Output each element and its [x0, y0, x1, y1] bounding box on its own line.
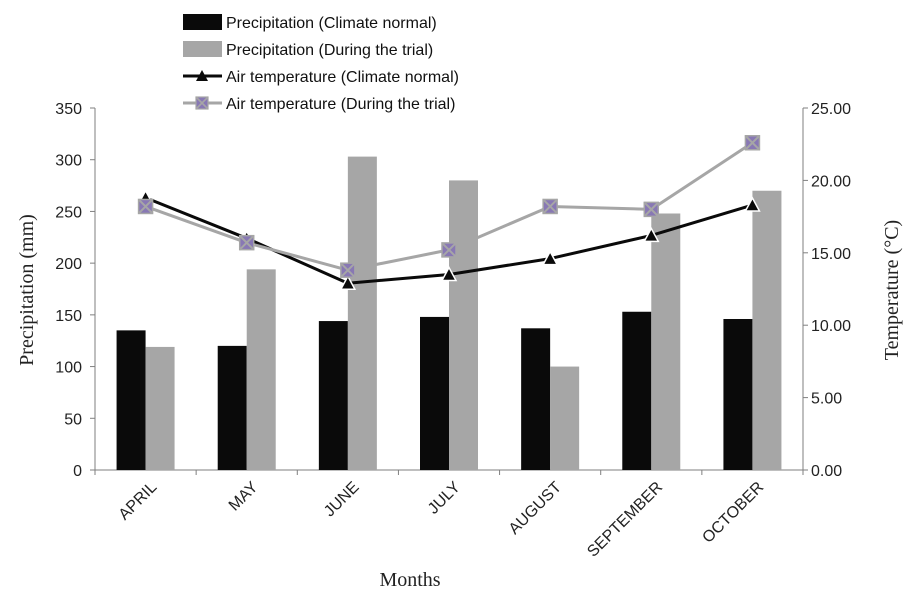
marker-cross: [643, 201, 659, 218]
legend: Precipitation (Climate normal) Precipitat…: [183, 14, 459, 113]
bar: [420, 316, 449, 470]
legend-item: Precipitation (Climate normal): [183, 14, 437, 32]
x-square-marker: [441, 242, 457, 258]
right-tick-label: 20.00: [811, 173, 851, 190]
right-tick-label: 0.00: [811, 463, 842, 480]
bar: [246, 269, 276, 470]
bar: [145, 346, 175, 470]
triangle-marker: [744, 196, 761, 212]
legend-item: Air temperature (Climate normal): [183, 69, 459, 86]
left-tick-label: 350: [55, 101, 82, 118]
right-tick-label: 15.00: [811, 246, 851, 263]
left-tick-label: 250: [55, 204, 82, 221]
x-axis-title: Months: [379, 569, 440, 591]
x-tick-label: SEPTEMBER: [584, 479, 666, 561]
legend-swatch: [183, 14, 222, 30]
x-axis-ticks: APRIL MAY JUNE JULY AUGUST SEPTEMBER OCTOBER: [94, 470, 804, 561]
bar: [521, 328, 551, 470]
x-square-marker: [542, 198, 558, 215]
left-tick-label: 200: [55, 256, 82, 273]
triangle-marker: [339, 274, 357, 290]
left-axis-ticks: 0 50 100 150 200 250 300 350: [55, 101, 95, 480]
bar-series: [116, 156, 782, 471]
y2-axis-title: Temperature (°C): [881, 220, 903, 360]
marker-cross: [239, 234, 255, 251]
y-axis-title: Precipitation (mm): [16, 214, 38, 366]
bar: [318, 321, 348, 470]
x-tick-label: AUGUST: [506, 479, 565, 538]
legend-label: Precipitation (Climate normal): [226, 15, 437, 32]
triangle-marker: [643, 226, 660, 243]
bar: [622, 311, 652, 470]
marker-cross: [744, 135, 761, 151]
left-tick-label: 100: [55, 360, 82, 377]
x-square-marker: [238, 234, 255, 251]
triangle-marker: [541, 250, 559, 266]
right-axis-ticks: 0.00 5.00 10.00 15.00 20.00 25.00: [803, 101, 851, 480]
triangle-marker: [440, 265, 458, 282]
legend-label: Air temperature (Climate normal): [226, 69, 459, 86]
bar: [449, 180, 478, 470]
x-square-marker: [340, 262, 356, 278]
bar: [347, 156, 377, 470]
left-tick-label: 0: [73, 463, 82, 480]
left-tick-label: 300: [55, 153, 82, 170]
right-tick-label: 5.00: [811, 391, 842, 408]
x-tick-label: MAY: [226, 479, 262, 515]
x-square-marker: [643, 201, 660, 218]
legend-label: Air temperature (During the trial): [226, 96, 455, 113]
legend-label: Precipitation (During the trial): [226, 42, 433, 59]
bar: [116, 330, 146, 470]
legend-swatch: [183, 41, 222, 57]
marker-cross: [137, 198, 154, 215]
bar: [723, 318, 753, 470]
legend-marker-cross: [195, 96, 209, 110]
x-tick-label: OCTOBER: [699, 479, 767, 547]
right-tick-label: 10.00: [811, 318, 851, 335]
left-tick-label: 150: [55, 308, 82, 325]
legend-item: Air temperature (During the trial): [183, 96, 455, 113]
x-square-marker: [744, 135, 761, 151]
marker-cross: [542, 198, 558, 215]
legend-marker: [196, 70, 208, 81]
right-tick-label: 25.00: [811, 101, 851, 118]
bar: [752, 190, 782, 470]
marker-cross: [441, 242, 457, 258]
x-tick-label: JUNE: [321, 479, 363, 521]
marker-cross: [340, 262, 356, 278]
bar: [217, 345, 247, 470]
x-square-marker: [137, 198, 154, 215]
bar: [651, 213, 681, 471]
x-tick-label: JULY: [425, 479, 464, 518]
x-tick-label: APRIL: [116, 479, 161, 524]
line-markers: [137, 135, 761, 290]
legend-item: Precipitation (During the trial): [183, 41, 433, 59]
left-tick-label: 50: [64, 411, 82, 428]
bar: [550, 366, 580, 470]
